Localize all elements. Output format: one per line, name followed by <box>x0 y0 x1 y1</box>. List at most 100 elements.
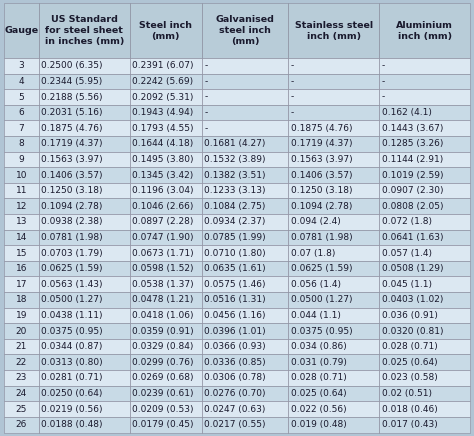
Text: -: - <box>291 61 294 70</box>
Text: 0.1196 (3.04): 0.1196 (3.04) <box>132 186 193 195</box>
Text: 0.0396 (1.01): 0.0396 (1.01) <box>204 327 266 336</box>
Text: 18: 18 <box>16 295 27 304</box>
Text: 0.0418 (1.06): 0.0418 (1.06) <box>132 311 193 320</box>
Bar <box>4 214 39 230</box>
Bar <box>379 245 470 261</box>
Bar <box>202 183 288 198</box>
Text: 0.0703 (1.79): 0.0703 (1.79) <box>41 249 103 258</box>
Bar <box>39 292 130 308</box>
Text: 0.1094 (2.78): 0.1094 (2.78) <box>41 202 102 211</box>
Text: 0.0239 (0.61): 0.0239 (0.61) <box>132 389 193 398</box>
Bar <box>202 386 288 401</box>
Text: 0.1875 (4.76): 0.1875 (4.76) <box>41 124 103 133</box>
Bar <box>39 401 130 417</box>
Text: 22: 22 <box>16 358 27 367</box>
Text: 26: 26 <box>16 420 27 429</box>
Bar <box>130 167 202 183</box>
Text: 0.0219 (0.56): 0.0219 (0.56) <box>41 405 103 414</box>
Text: 0.1382 (3.51): 0.1382 (3.51) <box>204 170 266 180</box>
Bar <box>202 401 288 417</box>
Text: 0.1046 (2.66): 0.1046 (2.66) <box>132 202 193 211</box>
Text: 12: 12 <box>16 202 27 211</box>
Bar <box>288 339 379 354</box>
Bar <box>202 120 288 136</box>
Text: 0.0635 (1.61): 0.0635 (1.61) <box>204 264 266 273</box>
Text: 0.1563 (3.97): 0.1563 (3.97) <box>291 155 352 164</box>
Text: 0.1719 (4.37): 0.1719 (4.37) <box>291 140 352 148</box>
Bar <box>288 89 379 105</box>
Bar <box>4 276 39 292</box>
Text: 0.0299 (0.76): 0.0299 (0.76) <box>132 358 193 367</box>
Bar <box>4 89 39 105</box>
Bar <box>39 183 130 198</box>
Bar <box>130 354 202 370</box>
Bar <box>4 230 39 245</box>
Bar <box>379 276 470 292</box>
Text: -: - <box>204 77 208 86</box>
Bar <box>130 323 202 339</box>
Bar <box>202 276 288 292</box>
Text: 0.0710 (1.80): 0.0710 (1.80) <box>204 249 266 258</box>
Bar <box>379 401 470 417</box>
Text: 0.0179 (0.45): 0.0179 (0.45) <box>132 420 193 429</box>
Text: 0.094 (2.4): 0.094 (2.4) <box>291 217 340 226</box>
Bar <box>4 120 39 136</box>
Bar <box>39 323 130 339</box>
Text: 0.1233 (3.13): 0.1233 (3.13) <box>204 186 266 195</box>
Bar <box>4 354 39 370</box>
Bar <box>288 323 379 339</box>
Text: 3: 3 <box>18 61 24 70</box>
Bar <box>4 183 39 198</box>
Text: -: - <box>291 108 294 117</box>
Text: 0.0747 (1.90): 0.0747 (1.90) <box>132 233 193 242</box>
Bar <box>130 198 202 214</box>
Text: 0.0456 (1.16): 0.0456 (1.16) <box>204 311 266 320</box>
Bar <box>202 354 288 370</box>
Text: 0.0538 (1.37): 0.0538 (1.37) <box>132 280 194 289</box>
Bar <box>202 58 288 74</box>
Text: 0.0563 (1.43): 0.0563 (1.43) <box>41 280 103 289</box>
Bar <box>39 198 130 214</box>
Bar <box>288 276 379 292</box>
Text: 0.0575 (1.46): 0.0575 (1.46) <box>204 280 266 289</box>
Bar <box>39 89 130 105</box>
Text: 0.2242 (5.69): 0.2242 (5.69) <box>132 77 193 86</box>
Bar <box>288 167 379 183</box>
Bar <box>202 136 288 152</box>
Text: 0.018 (0.46): 0.018 (0.46) <box>382 405 438 414</box>
Text: 0.0313 (0.80): 0.0313 (0.80) <box>41 358 103 367</box>
Text: 0.028 (0.71): 0.028 (0.71) <box>291 373 346 382</box>
Text: 21: 21 <box>16 342 27 351</box>
Bar <box>4 292 39 308</box>
Bar <box>288 401 379 417</box>
Text: 0.0438 (1.11): 0.0438 (1.11) <box>41 311 103 320</box>
Bar <box>202 89 288 105</box>
Bar <box>39 261 130 276</box>
Bar <box>130 370 202 386</box>
Bar <box>130 183 202 198</box>
Text: 0.1019 (2.59): 0.1019 (2.59) <box>382 170 443 180</box>
Text: 0.0375 (0.95): 0.0375 (0.95) <box>41 327 103 336</box>
Text: 9: 9 <box>18 155 24 164</box>
Text: 13: 13 <box>16 217 27 226</box>
Bar <box>288 74 379 89</box>
Text: 0.044 (1.1): 0.044 (1.1) <box>291 311 340 320</box>
Bar <box>202 417 288 433</box>
Text: 0.028 (0.71): 0.028 (0.71) <box>382 342 438 351</box>
Text: 0.0938 (2.38): 0.0938 (2.38) <box>41 217 103 226</box>
Bar <box>379 120 470 136</box>
Text: 0.1563 (3.97): 0.1563 (3.97) <box>41 155 103 164</box>
Bar <box>39 370 130 386</box>
Text: 0.036 (0.91): 0.036 (0.91) <box>382 311 438 320</box>
Text: 0.162 (4.1): 0.162 (4.1) <box>382 108 431 117</box>
Text: 0.0897 (2.28): 0.0897 (2.28) <box>132 217 193 226</box>
Bar <box>379 308 470 323</box>
Bar <box>130 230 202 245</box>
Text: 0.0276 (0.70): 0.0276 (0.70) <box>204 389 266 398</box>
Bar <box>130 308 202 323</box>
Bar <box>288 198 379 214</box>
Text: 0.0320 (0.81): 0.0320 (0.81) <box>382 327 443 336</box>
Bar <box>39 245 130 261</box>
Text: 0.1345 (3.42): 0.1345 (3.42) <box>132 170 193 180</box>
Text: US Standard
for steel sheet
in inches (mm): US Standard for steel sheet in inches (m… <box>45 15 124 46</box>
